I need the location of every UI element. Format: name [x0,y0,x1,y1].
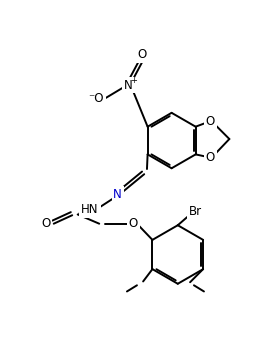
Text: O: O [205,151,215,164]
Text: +: + [130,76,137,85]
Text: N: N [113,188,122,201]
Text: O: O [41,217,51,230]
Text: HN: HN [81,203,99,216]
Text: ⁻O: ⁻O [88,92,104,105]
Text: O: O [128,217,138,230]
Text: Br: Br [189,205,202,218]
Text: O: O [138,48,147,61]
Text: N: N [124,79,133,92]
Text: O: O [205,115,215,128]
